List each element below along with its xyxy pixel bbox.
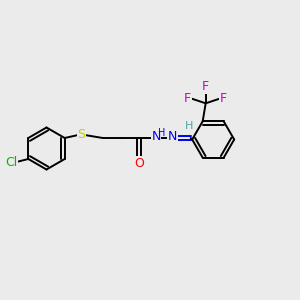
Text: O: O bbox=[134, 157, 144, 170]
Text: N: N bbox=[152, 130, 161, 143]
Text: F: F bbox=[184, 92, 191, 105]
Text: F: F bbox=[220, 92, 227, 105]
Text: S: S bbox=[77, 128, 85, 142]
Text: F: F bbox=[202, 80, 209, 93]
Text: H: H bbox=[158, 128, 165, 138]
Text: Cl: Cl bbox=[5, 155, 17, 169]
Text: H: H bbox=[185, 122, 194, 131]
Text: N: N bbox=[168, 130, 177, 143]
